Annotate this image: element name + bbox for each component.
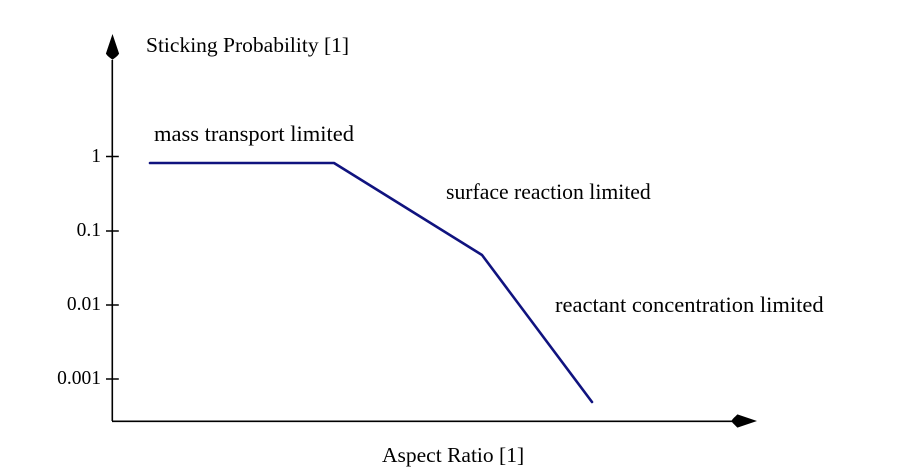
svg-text:surface reaction limited: surface reaction limited: [446, 180, 651, 204]
svg-text:Aspect Ratio [1]: Aspect Ratio [1]: [382, 443, 524, 467]
svg-text:0.001: 0.001: [57, 368, 101, 389]
svg-text:reactant concentration limited: reactant concentration limited: [555, 292, 824, 317]
svg-text:mass transport limited: mass transport limited: [154, 121, 354, 146]
svg-text:Sticking Probability [1]: Sticking Probability [1]: [146, 33, 349, 57]
svg-text:0.1: 0.1: [77, 220, 101, 241]
svg-text:0.01: 0.01: [67, 294, 101, 315]
svg-text:1: 1: [91, 146, 101, 167]
